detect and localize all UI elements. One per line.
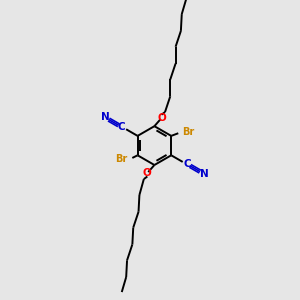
Text: O: O <box>143 168 152 178</box>
Text: C: C <box>118 122 125 132</box>
Text: O: O <box>157 113 166 123</box>
Text: Br: Br <box>115 154 127 164</box>
Text: N: N <box>200 169 208 179</box>
Text: Br: Br <box>182 128 194 137</box>
Text: C: C <box>183 159 191 169</box>
Text: N: N <box>100 112 109 122</box>
